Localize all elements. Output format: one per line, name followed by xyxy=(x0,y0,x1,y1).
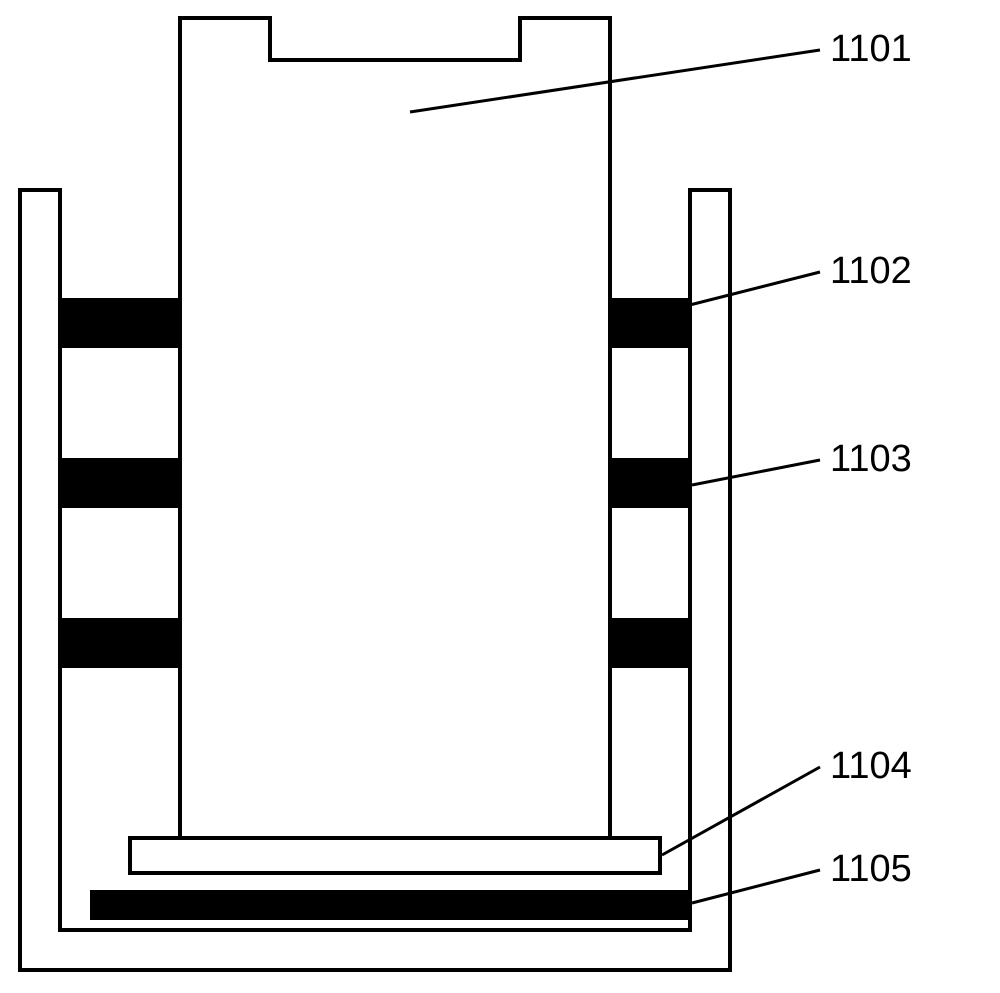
side-block-right-0 xyxy=(610,298,690,348)
side-block-left-0 xyxy=(60,298,180,348)
label-1105: 1105 xyxy=(830,848,912,891)
bottom-plate xyxy=(130,838,660,873)
bottom-black-bar xyxy=(90,890,690,920)
technical-diagram xyxy=(0,0,1000,993)
leader-1105 xyxy=(692,870,820,903)
leader-1104 xyxy=(662,767,820,855)
label-1102: 1102 xyxy=(830,250,912,293)
label-1103: 1103 xyxy=(830,438,912,481)
inner-piece-outline xyxy=(180,18,610,838)
label-1101: 1101 xyxy=(830,28,912,71)
leader-1102 xyxy=(670,272,820,310)
side-block-left-2 xyxy=(60,618,180,668)
leader-1103 xyxy=(692,460,820,485)
side-block-left-1 xyxy=(60,458,180,508)
side-block-right-2 xyxy=(610,618,690,668)
side-block-right-1 xyxy=(610,458,690,508)
label-1104: 1104 xyxy=(830,745,912,788)
